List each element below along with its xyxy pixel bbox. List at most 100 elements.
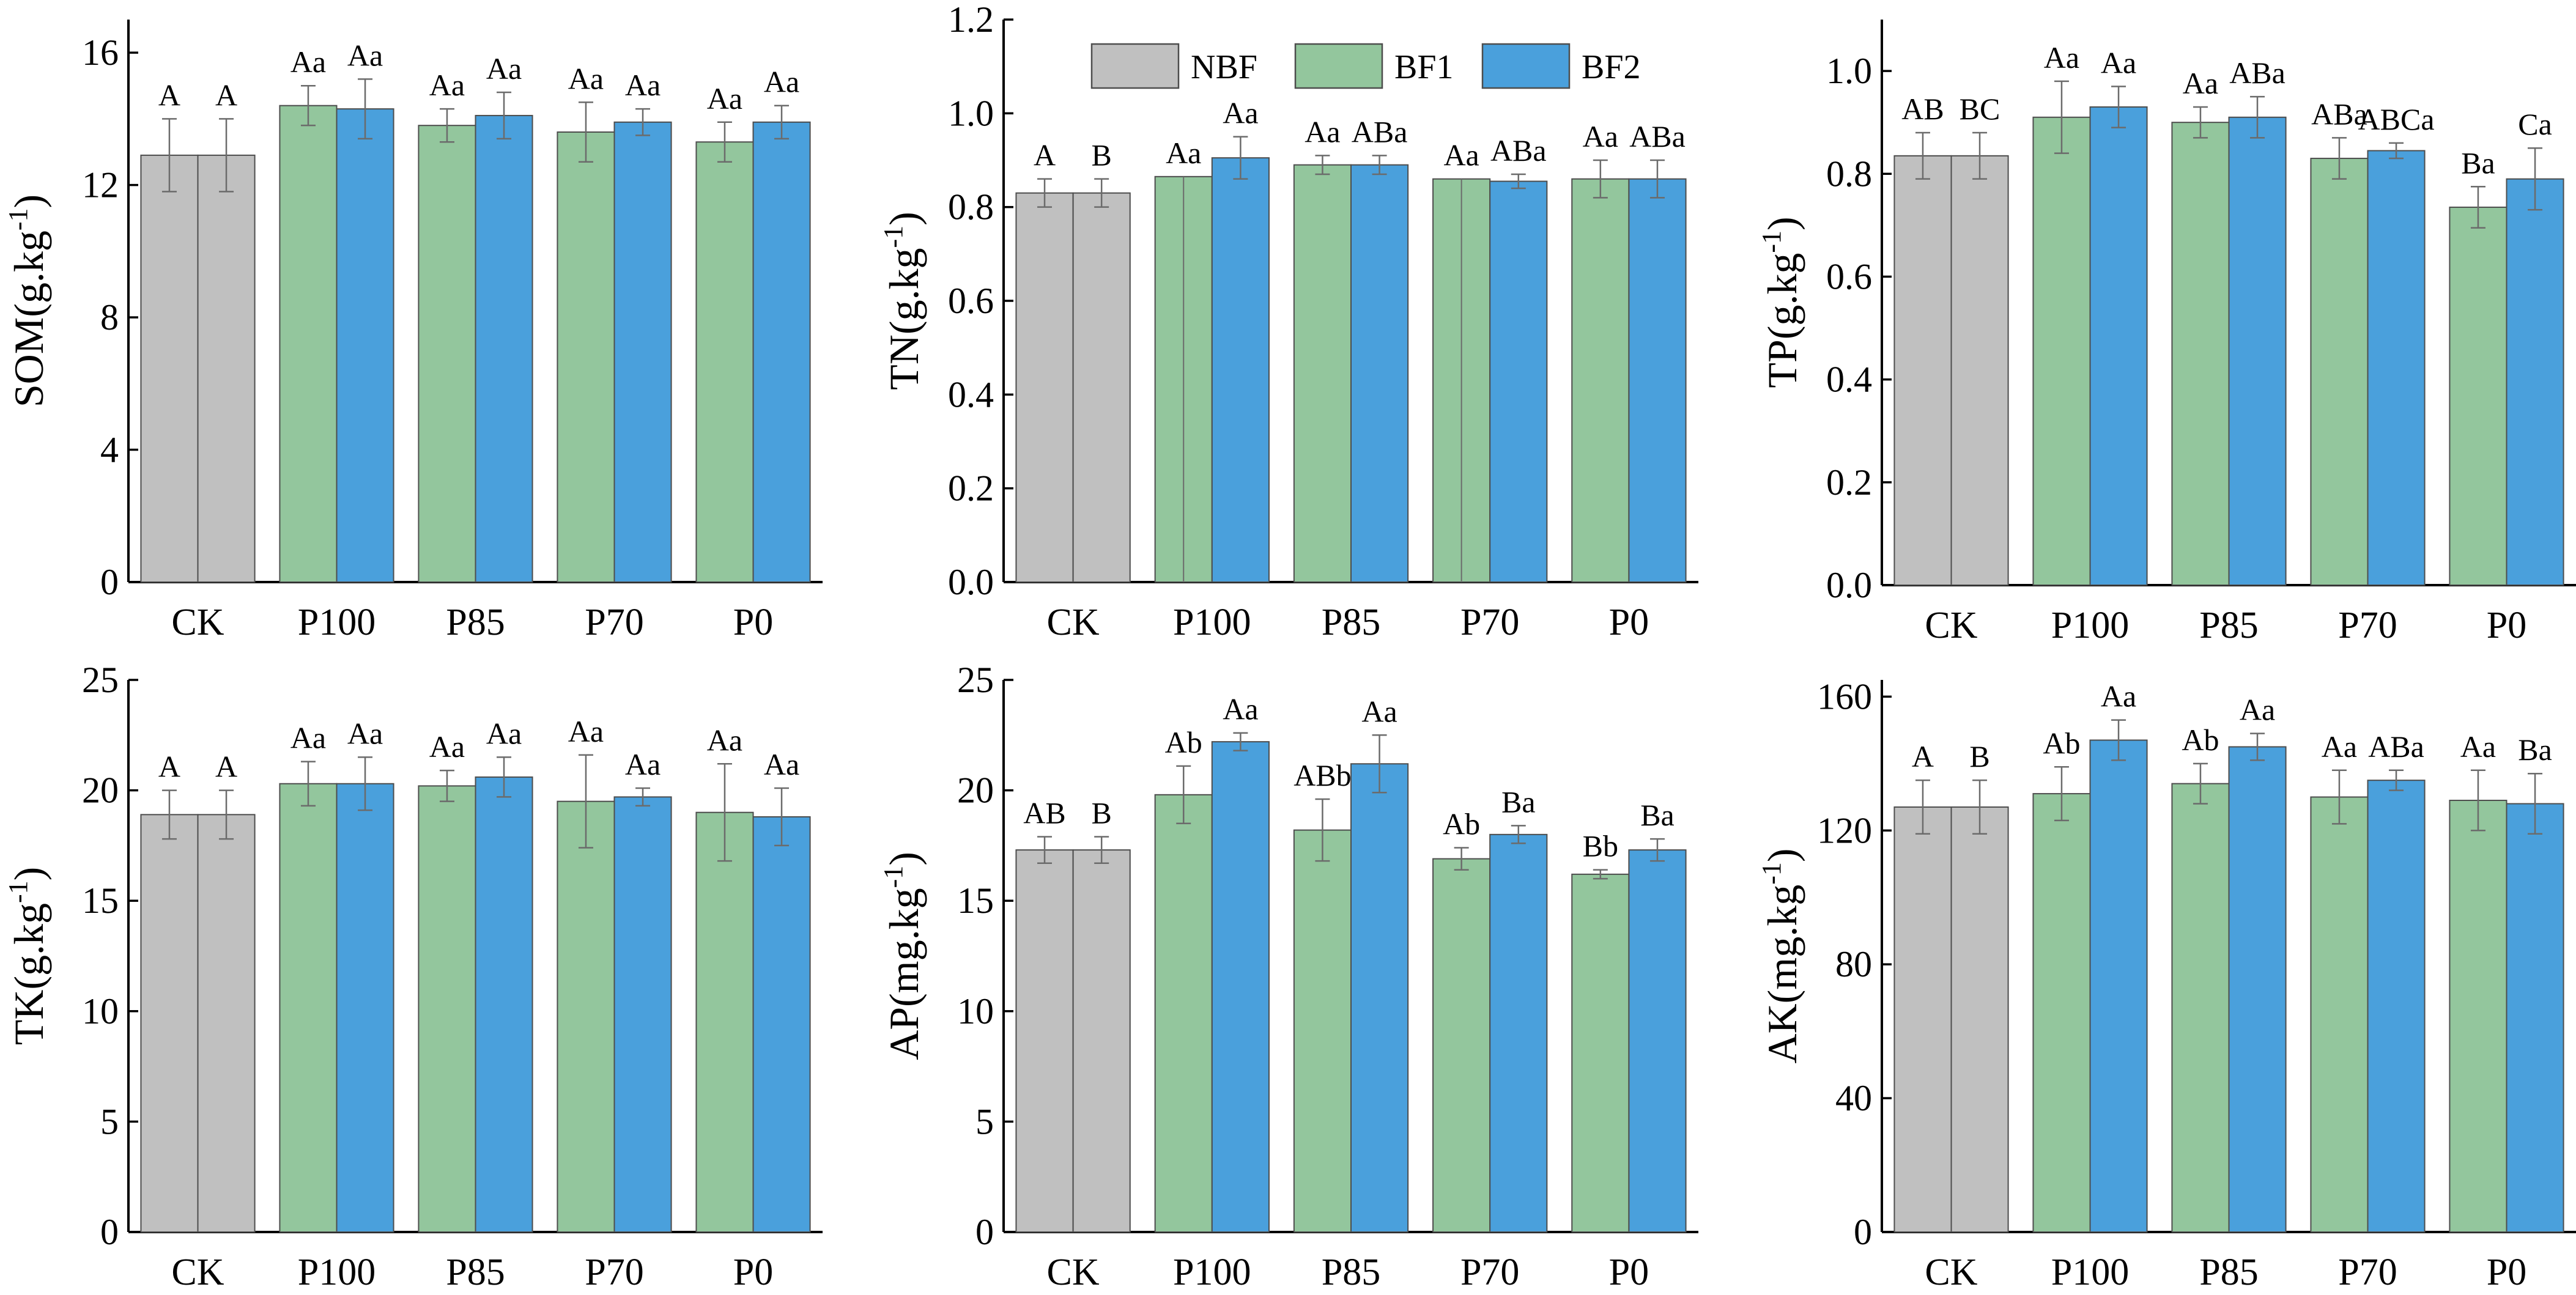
y-tick-label: 0.2 bbox=[1826, 462, 1872, 503]
significance-label: Aa bbox=[291, 45, 326, 79]
x-tick-label: P85 bbox=[446, 602, 505, 643]
significance-label: Aa bbox=[568, 61, 604, 95]
significance-label: B bbox=[1091, 138, 1111, 172]
significance-label: Ab bbox=[1165, 725, 1202, 759]
bar-bf1 bbox=[2310, 796, 2369, 1233]
significance-label: Ab bbox=[2043, 726, 2080, 760]
x-tick-label: P85 bbox=[1322, 1252, 1380, 1293]
bar-bf1 bbox=[695, 811, 754, 1233]
significance-label: Aa bbox=[707, 81, 742, 116]
bar-bf2 bbox=[1350, 763, 1409, 1233]
x-tick-label: CK bbox=[171, 602, 224, 643]
bar-bf2 bbox=[2367, 150, 2426, 586]
bar-bf2 bbox=[2506, 178, 2564, 586]
y-tick-label: 0.0 bbox=[948, 562, 994, 602]
bar-bf1 bbox=[2449, 800, 2508, 1233]
significance-label: Ab bbox=[2182, 723, 2219, 757]
y-tick-label: 12 bbox=[82, 165, 119, 205]
y-tick-label: 8 bbox=[100, 297, 119, 338]
bar-bf2 bbox=[1489, 180, 1548, 583]
significance-label: AB bbox=[1901, 92, 1944, 126]
bar-bf1 bbox=[695, 141, 754, 583]
significance-label: Bb bbox=[1583, 829, 1618, 863]
significance-label: Aa bbox=[2240, 693, 2275, 727]
significance-label: Ba bbox=[2461, 146, 2495, 180]
bar-bf1 bbox=[279, 105, 338, 583]
significance-label: ABa bbox=[1490, 133, 1547, 168]
category-p70: P70 Aa Aa bbox=[557, 61, 672, 643]
x-tick-label: P70 bbox=[2338, 605, 2397, 646]
significance-label: Aa bbox=[1443, 138, 1479, 172]
x-tick-label: P0 bbox=[733, 602, 773, 643]
significance-label: Aa bbox=[486, 51, 522, 86]
significance-label: A bbox=[158, 750, 180, 784]
significance-label: Ca bbox=[2518, 107, 2552, 141]
bar-bf1 bbox=[2310, 158, 2369, 586]
significance-label: Aa bbox=[429, 68, 465, 102]
bar-bf1 bbox=[1571, 873, 1630, 1233]
y-axis-title-close: ) bbox=[6, 867, 52, 881]
y-tick-label: 0.8 bbox=[1826, 153, 1872, 194]
y-tick-label: 0.6 bbox=[948, 281, 994, 321]
bar-bf1 bbox=[557, 131, 615, 583]
bar-bf1 bbox=[2449, 206, 2508, 586]
category-ck: CK AB B bbox=[1015, 795, 1131, 1293]
y-axis-title-close: ) bbox=[881, 212, 927, 226]
y-tick-label: 4 bbox=[100, 430, 119, 470]
significance-label: Aa bbox=[707, 723, 742, 757]
legend-item-bf1: BF1 bbox=[1294, 43, 1454, 89]
category-p0: P0 Aa Aa bbox=[695, 65, 811, 643]
significance-label: ABa bbox=[1352, 114, 1408, 149]
category-ck: CK A B bbox=[1893, 739, 2009, 1293]
x-tick-label: CK bbox=[1047, 602, 1100, 643]
bar-bf2 bbox=[1211, 157, 1270, 583]
y-tick-label: 5 bbox=[975, 1101, 994, 1142]
significance-label: ABa bbox=[2368, 729, 2424, 764]
legend-swatch-nbf bbox=[1090, 43, 1180, 89]
significance-label: Aa bbox=[2460, 729, 2496, 764]
y-axis-title-text: TN(g.kg bbox=[881, 248, 927, 390]
significance-label: Aa bbox=[1361, 694, 1397, 728]
legend-item-bf2: BF2 bbox=[1481, 43, 1641, 89]
x-tick-label: P0 bbox=[733, 1252, 773, 1293]
y-axis-title-close: ) bbox=[1759, 216, 1805, 231]
category-p85: P85 Aa ABa bbox=[2171, 56, 2287, 646]
significance-label: ABa bbox=[2229, 56, 2285, 90]
significance-label: A bbox=[1912, 739, 1934, 773]
bar-bf1 bbox=[2032, 116, 2091, 586]
significance-label: Aa bbox=[625, 68, 661, 102]
y-tick-label: 0.4 bbox=[948, 374, 994, 415]
significance-label: Aa bbox=[764, 65, 799, 99]
significance-label: Aa bbox=[347, 38, 383, 72]
bar-bf2 bbox=[613, 121, 672, 583]
y-axis-title: TK(g.kg-1) bbox=[3, 867, 52, 1046]
significance-label: Aa bbox=[2322, 729, 2357, 764]
category-p0: P0 Aa ABa bbox=[1571, 119, 1687, 643]
x-tick-label: P100 bbox=[298, 1252, 376, 1293]
category-p100: P100 Ab Aa bbox=[1154, 692, 1270, 1293]
bar-nbf bbox=[1893, 806, 1952, 1233]
y-tick-label: 1.2 bbox=[948, 0, 994, 40]
y-tick-label: 40 bbox=[1835, 1078, 1872, 1118]
significance-label: B bbox=[1091, 795, 1111, 830]
bar-bf1 bbox=[1293, 829, 1352, 1233]
category-p100: P100 Aa Aa bbox=[279, 38, 394, 643]
y-tick-label: 0 bbox=[100, 1212, 119, 1252]
category-p0: P0 Aa Ba bbox=[2449, 729, 2564, 1293]
y-tick-label: 0 bbox=[975, 1212, 994, 1252]
y-tick-label: 120 bbox=[1817, 810, 1872, 850]
y-tick-label: 0 bbox=[100, 562, 119, 602]
bar-bf1 bbox=[279, 783, 338, 1233]
significance-label: Aa bbox=[764, 747, 799, 781]
x-tick-label: P70 bbox=[585, 1252, 643, 1293]
significance-label: Aa bbox=[291, 721, 326, 755]
y-axis-title-superscript: -1 bbox=[1756, 862, 1786, 885]
significance-label: B bbox=[1969, 739, 1989, 773]
significance-label: Aa bbox=[1223, 692, 1258, 726]
y-tick-label: 0 bbox=[1854, 1212, 1872, 1252]
y-tick-label: 25 bbox=[82, 660, 119, 700]
significance-label: Aa bbox=[1223, 96, 1258, 130]
x-tick-label: P100 bbox=[298, 602, 376, 643]
